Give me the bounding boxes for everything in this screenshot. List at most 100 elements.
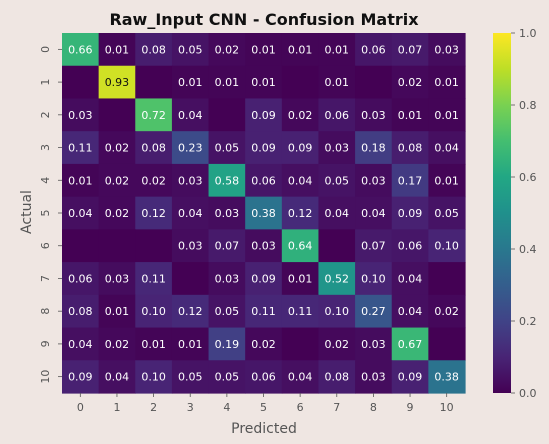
heatmap-cell bbox=[428, 294, 466, 329]
cell-value-label: 0.05 bbox=[215, 371, 240, 384]
cell-value-label: 0.02 bbox=[288, 109, 313, 122]
cell-value-label: 0.58 bbox=[215, 174, 240, 187]
x-tick-label: 6 bbox=[297, 401, 304, 414]
cell-value-label: 0.01 bbox=[251, 43, 276, 56]
y-tick-label: 8 bbox=[39, 308, 52, 315]
heatmap-cell bbox=[318, 196, 356, 230]
heatmap-cell bbox=[208, 98, 246, 132]
heatmap-cell bbox=[208, 163, 246, 198]
heatmap-cell bbox=[208, 131, 246, 165]
heatmap-cell bbox=[391, 294, 429, 329]
heatmap-cell bbox=[391, 33, 429, 67]
cell-value-label: 0.64 bbox=[288, 240, 313, 253]
y-axis-ticks: 0 1 2 3 4 5 6 7 8 9 10 bbox=[39, 46, 62, 384]
colorbar bbox=[493, 33, 511, 393]
cell-value-label: 0.27 bbox=[361, 305, 386, 318]
heatmap-cell bbox=[318, 98, 356, 132]
cell-value-label: 0.08 bbox=[325, 371, 350, 384]
cell-value-label: 0.03 bbox=[325, 142, 350, 155]
cell-value-label: 0.03 bbox=[434, 43, 459, 56]
heatmap-cell bbox=[245, 163, 283, 198]
y-tick-label: 9 bbox=[39, 340, 52, 347]
x-tick-label: 0 bbox=[77, 401, 84, 414]
cell-value-label: 0.66 bbox=[68, 43, 93, 56]
y-tick-label: 10 bbox=[39, 370, 52, 384]
heatmap-cell bbox=[62, 262, 100, 296]
cell-value-label: 0.06 bbox=[68, 272, 93, 285]
cell-value-label: 0.03 bbox=[361, 371, 386, 384]
cell-value-label: 0.09 bbox=[398, 371, 423, 384]
heatmap-cell bbox=[62, 163, 100, 198]
heatmap-cell bbox=[281, 65, 320, 100]
cell-value-label: 0.11 bbox=[141, 272, 166, 285]
heatmap-cell bbox=[281, 131, 320, 165]
heatmap-cell bbox=[135, 163, 173, 198]
cell-value-label: 0.01 bbox=[178, 76, 203, 89]
heatmap-cell bbox=[318, 65, 356, 100]
cell-value-label: 0.03 bbox=[361, 174, 386, 187]
heatmap-cell bbox=[62, 98, 100, 132]
heatmap-cell bbox=[245, 294, 283, 329]
cell-value-label: 0.02 bbox=[398, 76, 423, 89]
cell-value-label: 0.03 bbox=[68, 109, 93, 122]
x-tick-label: 8 bbox=[370, 401, 377, 414]
cell-value-label: 0.06 bbox=[361, 43, 386, 56]
cell-value-label: 0.01 bbox=[68, 174, 93, 187]
heatmap-cell bbox=[281, 98, 320, 132]
heatmap-cell bbox=[281, 163, 320, 198]
cell-value-label: 0.04 bbox=[68, 207, 93, 220]
heatmap-cell bbox=[428, 33, 466, 67]
cell-value-label: 0.52 bbox=[325, 272, 350, 285]
cell-value-label: 0.03 bbox=[215, 272, 240, 285]
cell-value-label: 0.18 bbox=[361, 142, 386, 155]
heatmap-cell bbox=[245, 131, 283, 165]
x-tick-label: 3 bbox=[187, 401, 194, 414]
heatmap-cell bbox=[355, 163, 393, 198]
cell-value-label: 0.02 bbox=[105, 338, 130, 351]
cell-value-label: 0.04 bbox=[178, 109, 203, 122]
cell-value-label: 0.10 bbox=[325, 305, 350, 318]
cell-value-label: 0.10 bbox=[141, 305, 166, 318]
heatmap-cell bbox=[245, 65, 283, 100]
heatmap-cell bbox=[428, 65, 466, 100]
heatmap-cell bbox=[428, 229, 466, 263]
cell-value-label: 0.07 bbox=[398, 43, 423, 56]
heatmap-cell bbox=[391, 163, 429, 198]
colorbar-ticks: 0.0 0.2 0.4 0.6 0.8 1.0 bbox=[511, 27, 537, 400]
cell-value-label: 0.04 bbox=[288, 371, 313, 384]
heatmap-cell bbox=[171, 327, 210, 361]
heatmap-cell bbox=[208, 360, 246, 394]
y-tick-label: 7 bbox=[39, 275, 52, 282]
heatmap-cell bbox=[98, 196, 136, 230]
heatmap-cell bbox=[391, 262, 429, 296]
cell-value-label: 0.05 bbox=[178, 371, 203, 384]
heatmap-cell bbox=[98, 327, 136, 361]
heatmap-cell bbox=[245, 98, 283, 132]
heatmap-cell bbox=[318, 33, 356, 67]
cell-value-label: 0.03 bbox=[215, 207, 240, 220]
heatmap-cell bbox=[62, 229, 100, 263]
cell-value-label: 0.19 bbox=[215, 338, 240, 351]
heatmap-cell bbox=[62, 131, 100, 165]
colorbar-tick-label: 0.4 bbox=[519, 243, 537, 256]
cell-value-label: 0.01 bbox=[105, 43, 130, 56]
cell-value-label: 0.04 bbox=[105, 371, 130, 384]
cell-value-label: 0.03 bbox=[361, 109, 386, 122]
heatmap-cell bbox=[62, 360, 100, 394]
cell-value-label: 0.06 bbox=[251, 174, 276, 187]
cell-value-label: 0.02 bbox=[215, 43, 240, 56]
heatmap-cell bbox=[98, 163, 136, 198]
y-tick-label: 0 bbox=[39, 46, 52, 53]
heatmap-cell bbox=[208, 294, 246, 329]
cell-value-label: 0.09 bbox=[288, 142, 313, 155]
heatmap-cell bbox=[171, 262, 210, 296]
heatmap-cell bbox=[98, 229, 136, 263]
heatmap-cell bbox=[428, 327, 466, 361]
cell-value-label: 0.04 bbox=[361, 207, 386, 220]
cell-value-label: 0.17 bbox=[398, 174, 423, 187]
heatmap-cell bbox=[245, 33, 283, 67]
heatmap-cell bbox=[281, 33, 320, 67]
cell-value-label: 0.02 bbox=[325, 338, 350, 351]
heatmap-cell bbox=[98, 262, 136, 296]
cell-value-label: 0.11 bbox=[288, 305, 313, 318]
